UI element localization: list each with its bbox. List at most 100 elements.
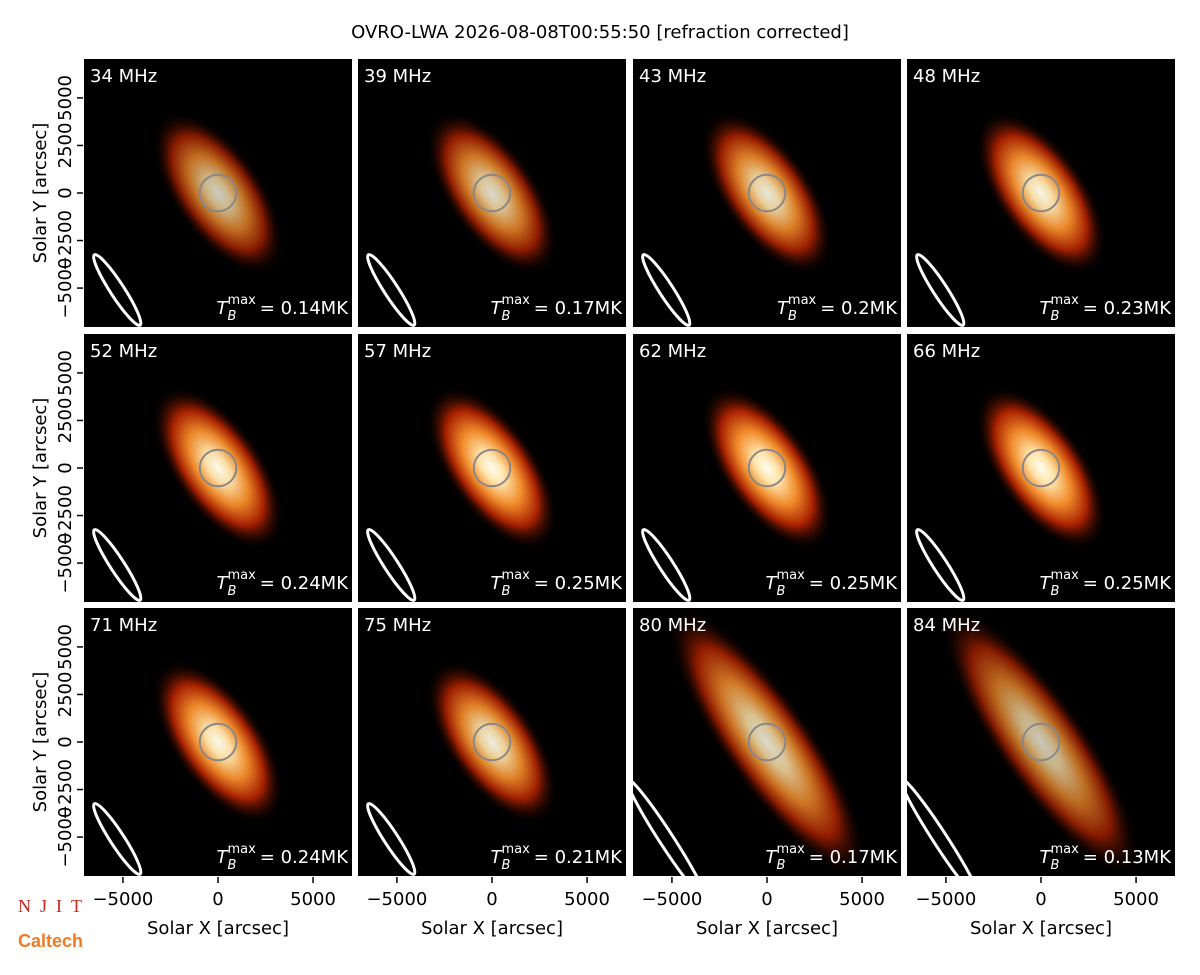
emission (975, 111, 1107, 275)
panel-frame (905, 332, 1177, 604)
emission (152, 111, 284, 275)
beam (915, 253, 966, 327)
panel (906, 333, 1176, 603)
tmax-annotation: TBmax = 0.24MK (217, 568, 350, 599)
tb-subscript: B (1051, 309, 1060, 324)
beam (641, 253, 692, 327)
tmax-value: = 0.14MK (260, 298, 349, 319)
tmax-value: = 0.25MK (534, 573, 623, 594)
solar-disk (472, 722, 512, 762)
tmax-annotation: TBmax = 0.2MK (777, 293, 898, 324)
x-tick-label: −5000 (366, 889, 427, 910)
y-tick-label: 5000 (55, 350, 76, 396)
frequency-label: 75 MHz (364, 615, 431, 636)
emission (426, 660, 558, 824)
solar-disk (198, 448, 238, 488)
panel-frame (356, 332, 628, 604)
panel (632, 333, 902, 603)
panel (83, 58, 353, 328)
panel-frame (631, 57, 903, 329)
beam (632, 777, 708, 877)
tb-superscript: max (227, 293, 256, 308)
tb-symbol: T (766, 847, 779, 868)
solar-disk (472, 173, 512, 213)
tmax-value: = 0.24MK (260, 847, 349, 868)
y-tick-label: −5000 (55, 807, 76, 868)
y-tick-label: −2500 (55, 210, 76, 271)
emission (701, 111, 833, 275)
panel (632, 58, 902, 328)
frequency-label: 62 MHz (639, 341, 706, 362)
beam (92, 253, 143, 327)
solar-disk (747, 448, 787, 488)
panel-frame (356, 57, 628, 329)
emission (152, 660, 284, 824)
frequency-label: 34 MHz (90, 66, 157, 87)
y-tick-label: 2500 (55, 672, 76, 718)
y-tick-label: −2500 (55, 485, 76, 546)
x-tick-label: 0 (1035, 889, 1046, 910)
tmax-annotation: TBmax = 0.17MK (491, 293, 624, 324)
solar-disk (1021, 722, 1061, 762)
x-tick-label: −5000 (641, 889, 702, 910)
y-axis-label: Solar Y [arcsec] (30, 398, 51, 539)
tmax-annotation: TBmax = 0.14MK (217, 293, 350, 324)
x-tick-label: −5000 (915, 889, 976, 910)
beam (92, 528, 143, 602)
panel (357, 607, 627, 877)
y-tick-label: 0 (55, 462, 76, 473)
frequency-label: 80 MHz (639, 615, 706, 636)
tmax-value: = 0.25MK (1083, 573, 1172, 594)
tmax-annotation: TBmax = 0.24MK (217, 842, 350, 873)
solar-disk (747, 722, 787, 762)
x-tick-label: 5000 (290, 889, 336, 910)
solar-disk (747, 173, 787, 213)
figure-title: OVRO-LWA 2026-08-08T00:55:50 [refraction… (351, 22, 849, 43)
tb-subscript: B (788, 309, 797, 324)
y-tick-label: −5000 (55, 533, 76, 594)
tb-superscript: max (1050, 568, 1079, 583)
y-tick-label: −2500 (55, 759, 76, 820)
tb-subscript: B (777, 584, 786, 599)
y-tick-label: 5000 (55, 75, 76, 121)
tb-symbol: T (217, 573, 230, 594)
panel (83, 333, 353, 603)
tb-superscript: max (501, 842, 530, 857)
tb-superscript: max (501, 568, 530, 583)
y-tick-label: 0 (55, 736, 76, 747)
tmax-value: = 0.21MK (534, 847, 623, 868)
y-axis-label: Solar Y [arcsec] (30, 123, 51, 264)
tb-subscript: B (1051, 858, 1060, 873)
tb-superscript: max (501, 293, 530, 308)
emission (975, 386, 1107, 550)
tb-symbol: T (491, 847, 504, 868)
tb-subscript: B (502, 858, 511, 873)
x-axis-label: Solar X [arcsec] (421, 918, 563, 939)
frequency-label: 48 MHz (913, 66, 980, 87)
frequency-label: 84 MHz (913, 615, 980, 636)
tb-superscript: max (227, 568, 256, 583)
tmax-value: = 0.17MK (809, 847, 898, 868)
tb-subscript: B (502, 584, 511, 599)
caltech-logo: Caltech (18, 931, 83, 951)
tmax-annotation: TBmax = 0.25MK (766, 568, 899, 599)
tb-symbol: T (1040, 847, 1053, 868)
tmax-annotation: TBmax = 0.23MK (1040, 293, 1173, 324)
tb-superscript: max (1050, 842, 1079, 857)
njit-logo: NJIT (18, 896, 91, 916)
panel (632, 607, 902, 877)
tb-subscript: B (1051, 584, 1060, 599)
panel (83, 607, 353, 877)
tb-superscript: max (776, 568, 805, 583)
tb-superscript: max (227, 842, 256, 857)
emission (426, 386, 558, 550)
beam (366, 528, 417, 602)
solar-disk (1021, 173, 1061, 213)
panel-frame (905, 57, 1177, 329)
tb-superscript: max (776, 842, 805, 857)
tmax-annotation: TBmax = 0.13MK (1040, 842, 1173, 873)
beam (915, 528, 966, 602)
x-tick-label: 5000 (564, 889, 610, 910)
y-tick-label: 2500 (55, 398, 76, 444)
tb-symbol: T (766, 573, 779, 594)
